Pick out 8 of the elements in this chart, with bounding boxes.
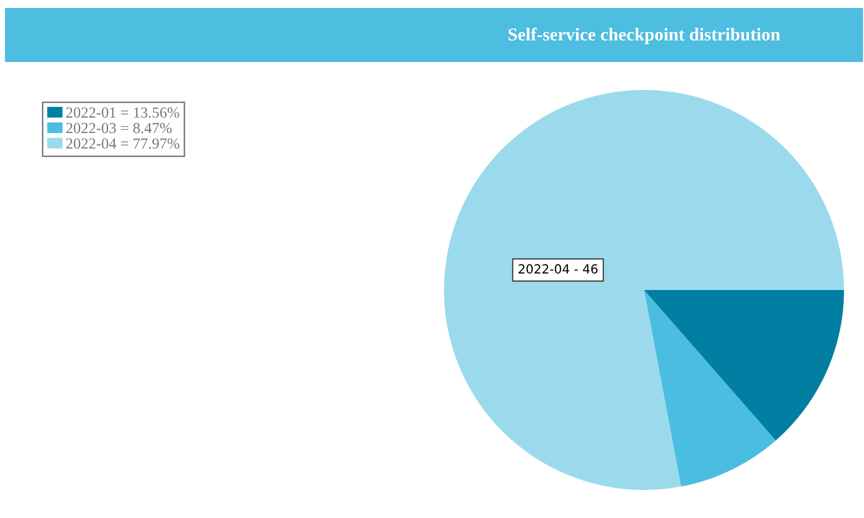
legend-label: 2022-03 = 8.47% (66, 122, 172, 134)
chart-title: Self-service checkpoint distribution (508, 28, 780, 44)
pie-slice (644, 290, 844, 441)
legend-label: 2022-01 = 13.56% (66, 107, 180, 118)
text: 2022-04 - 46 (518, 264, 598, 274)
legend-label: 2022-04 = 77.97% (66, 138, 180, 149)
pie-slice (444, 90, 844, 490)
pie-slice (644, 290, 776, 487)
